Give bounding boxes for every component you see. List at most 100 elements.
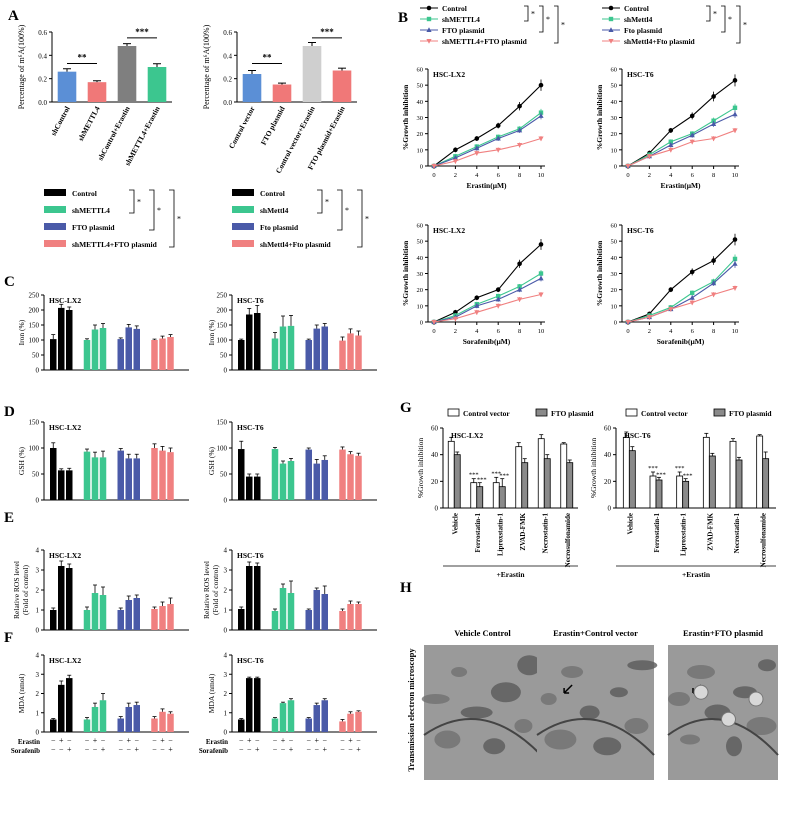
organelle [680,734,700,745]
bar [347,604,354,630]
y-tick-label: 50 [220,352,228,360]
data-point [625,320,631,325]
organelle [758,659,776,672]
grouped-bar-chart: 0 50 100 150 HSC-LX2 [29,419,189,505]
bar [117,339,124,370]
bar [339,721,346,732]
bar [87,82,107,102]
organelle [483,738,506,755]
group-legend: Control shMettl4 Fto plasmid shMettl4+Fto p… [232,189,369,249]
bar [151,340,158,370]
sorafenib-sign: − [160,745,165,754]
data-point [538,82,544,88]
series-line [433,243,542,323]
data-point [538,242,544,247]
x-tick-label: 10 [732,328,739,335]
data-point [689,294,695,300]
y-tick-label: 0 [224,367,228,375]
y-tick-label: 0 [36,729,40,737]
bar [279,463,287,500]
bar [99,700,107,732]
bar [321,326,328,370]
legend-swatch [447,408,460,417]
x-tick-label: shMETTL4 [76,105,102,143]
y-tick-label: 10 [417,303,424,310]
bar [287,325,295,370]
y-axis-title: Percentage of m⁶A(100%) [17,24,26,109]
x-tick-label: 6 [691,328,695,335]
data-point [732,286,738,291]
sorafenib-sign: + [67,745,72,754]
data-point [496,293,501,299]
series-line [627,287,736,323]
bar [339,611,346,630]
legend-swatch [232,240,254,247]
organelle [593,737,622,756]
treatment-label-erastin: Erastin [18,738,40,746]
data-point [426,27,432,32]
y-tick-label: 0.2 [223,76,232,84]
sorafenib-sign: + [168,745,173,754]
y-axis-title: (Fold of control) [21,565,30,615]
data-point [711,258,716,263]
chart-title: HSC-T6 [237,656,264,665]
data-point [452,316,458,322]
y-tick-label: 150 [217,322,228,330]
sig-label: *** [491,470,501,477]
bar [649,475,657,509]
legend-label: Control vector [463,409,510,418]
erastin-sign: + [247,736,252,745]
y-tick-label: 250 [29,292,40,300]
footer-label: +Erastin [682,570,711,579]
sig-label: *** [477,477,487,484]
sig-bracket [539,5,544,33]
legend-swatch [44,223,66,230]
series-line [627,239,736,323]
sorafenib-sign: − [247,745,252,754]
sorafenib-sign: + [255,745,260,754]
y-tick-label: 0.6 [223,29,232,37]
line-chart: 0 2 4 6 8 10 0 10 20 30 40 50 60 HSC-LX2 Sorafenib(μM)… [401,223,545,346]
data-point [538,136,544,142]
x-tick-label: 10 [732,172,739,179]
arrow-marker [563,684,573,694]
y-tick-label: 0.0 [38,99,47,107]
sorafenib-sign: + [101,745,106,754]
data-point [732,105,738,110]
treatment-label-erastin: Erastin [206,738,228,746]
legend-swatch [535,408,548,417]
legend-label: Fto plasmid [624,26,663,35]
y-tick-label: 4 [224,652,228,660]
bar [99,457,107,500]
bar [254,566,261,630]
sorafenib-sign: − [273,745,278,754]
sig-label: *** [656,471,666,478]
y-tick-label: 0 [614,164,617,171]
tem-title: Erastin+Control vector [553,628,638,638]
bar [83,610,91,630]
bar [151,718,158,732]
bar [58,307,65,370]
y-axis-title: MDA (nmol) [207,673,216,713]
x-tick-label: 4 [475,328,479,335]
y-tick-label: 10 [417,147,424,154]
sig-label: * [177,215,181,224]
bar [332,70,352,102]
bar [246,314,253,370]
y-tick-label: 4 [36,547,40,555]
bar [279,326,287,370]
legend-label: Control [260,189,285,198]
x-tick-label: Necrostatin-1 [541,513,549,554]
y-tick-label: 60 [431,425,439,433]
bar [83,451,91,500]
x-tick-label: 0 [432,328,435,335]
bar [355,335,362,370]
y-tick-label: 0.2 [38,76,47,84]
sig-label: *** [648,465,658,472]
legend-swatch [232,189,254,196]
data-point [474,303,480,308]
bar [125,327,132,370]
panel-a-chart: 0.0 0.2 0.4 0.6 shControl shMETTL4shControl+E… [17,24,172,167]
bar [58,684,65,732]
